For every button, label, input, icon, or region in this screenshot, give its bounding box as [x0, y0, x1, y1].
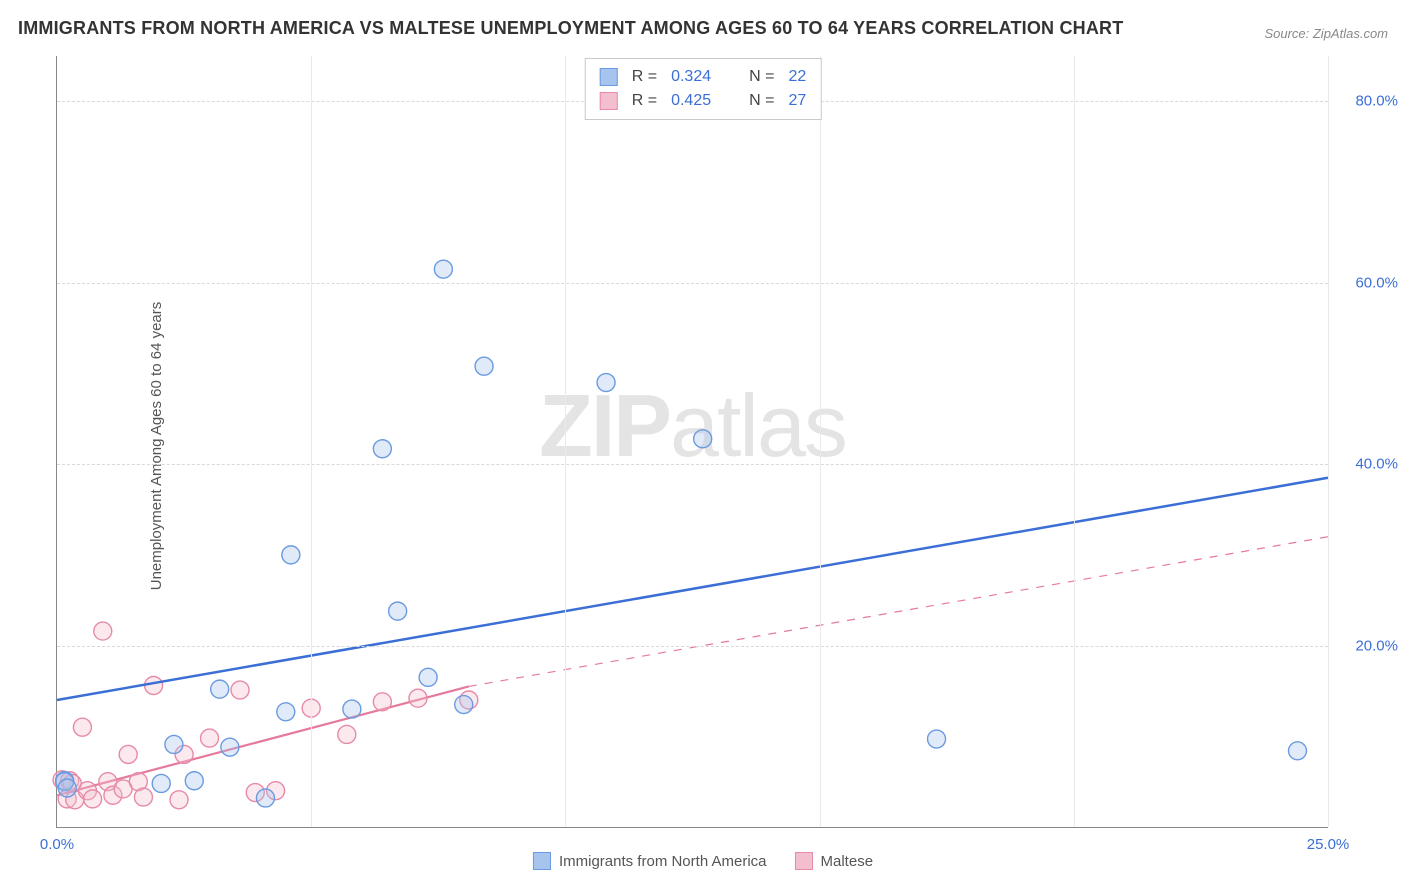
h-gridline — [57, 283, 1328, 284]
data-point — [277, 703, 295, 721]
legend-label: Immigrants from North America — [559, 853, 767, 870]
data-point — [282, 546, 300, 564]
data-point — [434, 260, 452, 278]
legend-swatch — [795, 852, 813, 870]
data-point — [201, 729, 219, 747]
v-gridline — [565, 56, 566, 827]
data-point — [419, 668, 437, 686]
data-point — [211, 680, 229, 698]
legend-swatch — [533, 852, 551, 870]
legend-swatch — [600, 92, 618, 110]
y-tick-label: 40.0% — [1338, 456, 1398, 473]
legend-label: Maltese — [821, 853, 874, 870]
v-gridline — [311, 56, 312, 827]
data-point — [58, 779, 76, 797]
data-point — [597, 374, 615, 392]
plot-area: ZIPatlas 20.0%40.0%60.0%80.0%0.0%25.0% — [56, 56, 1328, 828]
trend-line-extrapolated — [469, 537, 1328, 687]
data-point — [170, 791, 188, 809]
data-point — [73, 718, 91, 736]
x-tick-label: 0.0% — [40, 836, 74, 853]
data-point — [165, 735, 183, 753]
n-value: 27 — [788, 89, 806, 113]
data-point — [119, 745, 137, 763]
stats-legend-row: R = 0.324 N = 22 — [600, 65, 807, 89]
trend-line — [57, 478, 1328, 700]
r-label: R = — [632, 89, 657, 113]
chart-title: IMMIGRANTS FROM NORTH AMERICA VS MALTESE… — [18, 18, 1123, 39]
data-point — [389, 602, 407, 620]
r-value: 0.324 — [671, 65, 711, 89]
data-point — [145, 676, 163, 694]
y-tick-label: 60.0% — [1338, 274, 1398, 291]
stats-legend-row: R = 0.425 N = 27 — [600, 89, 807, 113]
n-value: 22 — [788, 65, 806, 89]
trend-line — [57, 686, 469, 795]
data-point — [338, 725, 356, 743]
legend-swatch — [600, 68, 618, 86]
r-label: R = — [632, 65, 657, 89]
data-point — [185, 772, 203, 790]
data-point — [475, 357, 493, 375]
data-point — [256, 789, 274, 807]
n-label: N = — [749, 65, 774, 89]
data-point — [1288, 742, 1306, 760]
data-point — [221, 738, 239, 756]
v-gridline — [820, 56, 821, 827]
legend-item: Maltese — [795, 852, 874, 870]
legend-item: Immigrants from North America — [533, 852, 767, 870]
scatter-plot — [57, 56, 1328, 827]
v-gridline — [1074, 56, 1075, 827]
h-gridline — [57, 464, 1328, 465]
data-point — [231, 681, 249, 699]
data-point — [134, 788, 152, 806]
series-legend: Immigrants from North America Maltese — [533, 852, 873, 870]
data-point — [373, 693, 391, 711]
y-tick-label: 80.0% — [1338, 93, 1398, 110]
data-point — [373, 440, 391, 458]
stats-legend: R = 0.324 N = 22 R = 0.425 N = 27 — [585, 58, 822, 120]
r-value: 0.425 — [671, 89, 711, 113]
data-point — [94, 622, 112, 640]
n-label: N = — [749, 89, 774, 113]
data-point — [343, 700, 361, 718]
source-attribution: Source: ZipAtlas.com — [1264, 26, 1388, 41]
h-gridline — [57, 646, 1328, 647]
data-point — [84, 790, 102, 808]
data-point — [152, 774, 170, 792]
data-point — [455, 696, 473, 714]
x-tick-label: 25.0% — [1307, 836, 1350, 853]
v-gridline — [1328, 56, 1329, 827]
data-point — [409, 689, 427, 707]
data-point — [928, 730, 946, 748]
y-tick-label: 20.0% — [1338, 637, 1398, 654]
data-point — [694, 430, 712, 448]
